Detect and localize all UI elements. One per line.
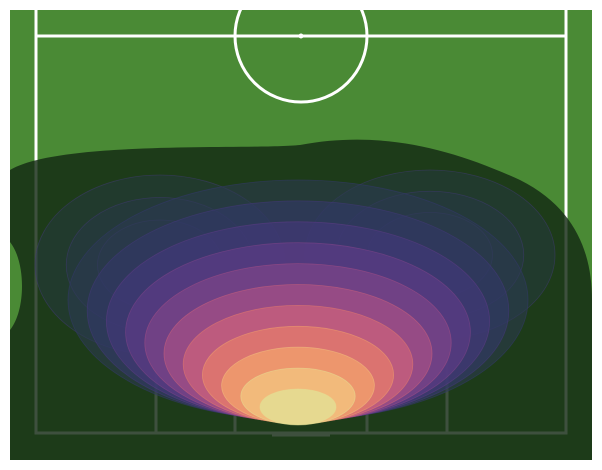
center-circle [233,0,369,104]
density-contours [34,169,556,426]
density-contour [259,388,337,426]
center-spot [298,33,304,39]
